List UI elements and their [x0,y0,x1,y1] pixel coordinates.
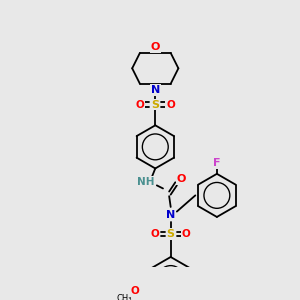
Text: N: N [151,85,160,95]
Text: O: O [182,229,190,239]
Text: N: N [166,210,175,220]
Text: O: O [131,286,140,296]
Text: S: S [151,100,159,110]
Text: NH: NH [137,177,155,187]
Text: S: S [167,229,175,239]
Text: O: O [151,229,160,239]
Text: O: O [166,100,175,110]
Text: O: O [151,42,160,52]
Text: O: O [136,100,144,110]
Text: F: F [213,158,220,168]
Text: O: O [177,174,186,184]
Text: CH₃: CH₃ [116,294,132,300]
